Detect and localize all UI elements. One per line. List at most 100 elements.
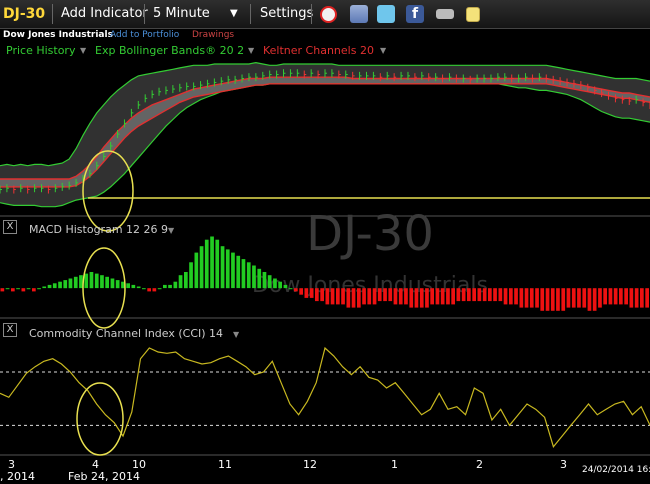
close-cci-icon[interactable]: X xyxy=(3,323,17,337)
macd-bar xyxy=(504,288,508,304)
macd-bar xyxy=(582,288,586,307)
macd-bar xyxy=(388,288,392,301)
macd-bar xyxy=(74,277,78,288)
price-panel xyxy=(0,63,650,207)
macd-bar xyxy=(540,288,544,311)
macd-bar xyxy=(331,288,335,304)
macd-bar xyxy=(105,277,109,288)
macd-bar xyxy=(32,288,36,291)
macd-bar xyxy=(567,288,571,307)
macd-bar xyxy=(378,288,382,301)
macd-bar xyxy=(48,285,52,288)
macd-bar xyxy=(556,288,560,311)
macd-bar xyxy=(425,288,429,307)
macd-bar xyxy=(305,288,309,298)
macd-bar xyxy=(525,288,529,307)
macd-bar xyxy=(535,288,539,307)
macd-bar xyxy=(451,288,455,304)
macd-bar xyxy=(11,288,15,291)
macd-bar xyxy=(210,237,214,289)
macd-bar xyxy=(373,288,377,304)
macd-bar xyxy=(126,283,130,288)
cci-panel xyxy=(0,348,650,447)
macd-bar xyxy=(409,288,413,307)
macd-bar xyxy=(252,266,256,289)
macd-bar xyxy=(609,288,613,304)
macd-bar xyxy=(147,288,151,291)
macd-bar xyxy=(514,288,518,304)
macd-bar xyxy=(624,288,628,304)
macd-bar xyxy=(315,288,319,301)
macd-bar xyxy=(572,288,576,307)
chevron-down-icon[interactable]: ▼ xyxy=(233,330,239,339)
macd-bar xyxy=(588,288,592,311)
macd-bar xyxy=(257,269,261,288)
macd-bar xyxy=(436,288,440,304)
macd-bar xyxy=(509,288,513,304)
close-macd-icon[interactable]: X xyxy=(3,220,17,234)
macd-bar xyxy=(263,272,267,288)
macd-bar xyxy=(69,279,73,289)
macd-bar xyxy=(614,288,618,304)
macd-bar xyxy=(189,262,193,288)
macd-bar xyxy=(326,288,330,304)
macd-bar xyxy=(247,262,251,288)
macd-bar xyxy=(603,288,607,304)
macd-bar xyxy=(90,272,94,288)
macd-bar xyxy=(42,287,46,289)
macd-bar xyxy=(446,288,450,304)
macd-bar xyxy=(294,288,298,291)
macd-bar xyxy=(441,288,445,304)
macd-bar xyxy=(347,288,351,307)
cci-title: Commodity Channel Index (CCI) 14 xyxy=(29,327,223,340)
chevron-down-icon[interactable]: ▼ xyxy=(168,226,174,235)
macd-bar xyxy=(16,288,20,289)
macd-bar xyxy=(111,279,115,289)
macd-bar xyxy=(116,280,120,288)
watermark-symbol: DJ-30 xyxy=(306,206,434,262)
macd-bar xyxy=(205,240,209,289)
macd-bar xyxy=(100,275,104,288)
macd-bar xyxy=(546,288,550,311)
x-axis-tick-label: 1 xyxy=(391,458,398,471)
x-axis-tick-label: 2 xyxy=(476,458,483,471)
x-axis-date-left: , 2014 xyxy=(0,470,40,483)
macd-bar xyxy=(341,288,345,304)
macd-bar xyxy=(467,288,471,301)
macd-title: MACD Histogram 12 26 9 xyxy=(29,223,168,236)
macd-bar xyxy=(37,288,41,289)
macd-bar xyxy=(195,253,199,289)
macd-bar xyxy=(63,280,67,288)
macd-bar xyxy=(645,288,649,307)
macd-bar xyxy=(383,288,387,301)
highlight-ellipse-cci[interactable] xyxy=(77,383,123,455)
macd-bar xyxy=(472,288,476,301)
macd-bar xyxy=(352,288,356,307)
x-axis-tick-label: 3 xyxy=(560,458,567,471)
macd-bar xyxy=(478,288,482,301)
macd-bar xyxy=(394,288,398,304)
macd-bar xyxy=(320,288,324,301)
macd-bar xyxy=(84,274,88,289)
macd-bar xyxy=(153,288,157,291)
macd-bar xyxy=(132,285,136,288)
macd-bar xyxy=(200,246,204,288)
macd-bar xyxy=(168,285,172,288)
macd-bar xyxy=(357,288,361,307)
macd-bar xyxy=(635,288,639,307)
macd-bar xyxy=(499,288,503,301)
macd-bar xyxy=(493,288,497,301)
macd-bar xyxy=(174,282,178,289)
macd-bar xyxy=(520,288,524,307)
macd-bar xyxy=(226,249,230,288)
macd-bar xyxy=(367,288,371,304)
macd-bar xyxy=(242,259,246,288)
macd-bar xyxy=(420,288,424,307)
macd-bar xyxy=(268,275,272,288)
macd-bar xyxy=(163,285,167,288)
macd-bar xyxy=(215,240,219,289)
cci-line xyxy=(0,348,650,447)
macd-bar xyxy=(278,282,282,289)
macd-bar xyxy=(619,288,623,304)
